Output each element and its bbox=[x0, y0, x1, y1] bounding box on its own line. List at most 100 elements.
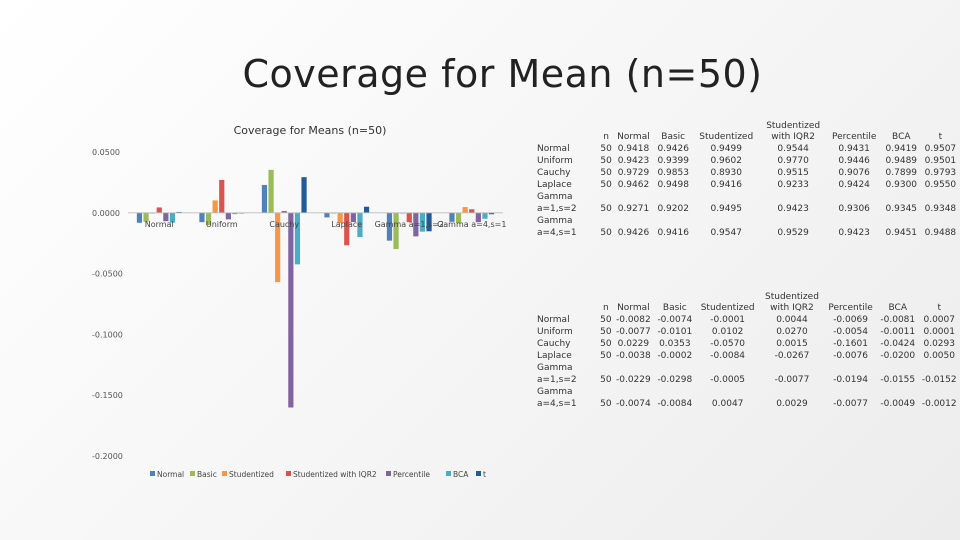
table-cell: 0.9529 bbox=[777, 228, 809, 238]
bar bbox=[176, 211, 182, 213]
table-cell: 0.9426 bbox=[657, 144, 689, 154]
bar bbox=[324, 212, 330, 218]
column-header: Studentized bbox=[699, 132, 754, 142]
table-row: Gamma a=1,s=2 50 -0.0229 -0.0298 -0.0005 -0.00… bbox=[527, 362, 960, 386]
table-cell: -0.0570 bbox=[710, 339, 746, 349]
table-row: Normal 50 -0.0082 -0.0074 -0.0001 0.0044 -0.00… bbox=[527, 314, 960, 326]
legend-swatch bbox=[150, 471, 155, 476]
table-cell: 0.9853 bbox=[657, 168, 689, 178]
y-tick-label: -0.1000 bbox=[92, 330, 123, 339]
table-cell: 0.9507 bbox=[924, 144, 957, 154]
bar bbox=[469, 209, 475, 213]
x-tick-label: Uniform bbox=[206, 220, 238, 229]
table-cell: 0.0029 bbox=[776, 399, 808, 409]
table-row: Gamma a=1,s=2 50 0.9271 0.9202 0.9495 0.9423 0.… bbox=[527, 191, 960, 215]
table-cell: -0.0005 bbox=[710, 375, 746, 385]
table-cell: -0.0054 bbox=[833, 327, 868, 337]
y-tick-label: 0.0000 bbox=[92, 209, 120, 218]
bar bbox=[261, 184, 268, 213]
legend-label: BCA bbox=[453, 470, 469, 479]
table-cell: 0.9495 bbox=[710, 204, 742, 214]
column-header bbox=[527, 121, 599, 143]
table-cell: 0.9547 bbox=[710, 228, 742, 238]
bar bbox=[294, 212, 301, 265]
table-row: Laplace 50 -0.0038 -0.0002 -0.0084 -0.0267 -0.… bbox=[527, 350, 960, 362]
table-cell: -0.0084 bbox=[657, 399, 693, 409]
bar bbox=[386, 212, 393, 241]
row-label: Gamma a=4,s=1 bbox=[537, 216, 577, 238]
legend-swatch bbox=[476, 471, 481, 476]
table-cell: -0.0074 bbox=[657, 315, 693, 325]
table-cell: -0.0069 bbox=[833, 315, 868, 325]
bar bbox=[363, 206, 370, 213]
bar bbox=[169, 212, 176, 223]
table-cell: -0.0298 bbox=[657, 375, 693, 385]
table-cell: -0.0082 bbox=[616, 315, 651, 325]
table-cell: -0.0077 bbox=[833, 399, 868, 409]
column-header: Studentized with IQR2 bbox=[766, 121, 821, 142]
bar bbox=[205, 212, 212, 226]
table-cell: 0.0270 bbox=[776, 327, 808, 337]
bar bbox=[275, 212, 281, 283]
column-header: t bbox=[937, 303, 941, 313]
table-cell: 0.9345 bbox=[885, 204, 918, 214]
legend-label: Normal bbox=[157, 470, 184, 479]
bar bbox=[393, 212, 399, 250]
column-header: Studentized bbox=[700, 303, 755, 313]
table-cell: 50 bbox=[600, 156, 612, 166]
table-cell: 0.9729 bbox=[617, 168, 650, 178]
table-cell: 0.9416 bbox=[657, 228, 689, 238]
bar bbox=[212, 200, 218, 213]
bar bbox=[400, 212, 406, 214]
table-cell: 0.9451 bbox=[885, 228, 918, 238]
bar bbox=[350, 212, 356, 223]
table-cell: 50 bbox=[600, 399, 612, 409]
table-cell: 0.9499 bbox=[710, 144, 742, 154]
table-row: Cauchy 50 0.0229 0.0353 -0.0570 0.0015 -0.1601… bbox=[527, 338, 960, 350]
table-cell: 0.9770 bbox=[777, 156, 809, 166]
table-cell: 0.9426 bbox=[617, 228, 650, 238]
table-cell: -0.0081 bbox=[880, 315, 916, 325]
row-label: Cauchy bbox=[537, 339, 571, 349]
table-cell: 0.0353 bbox=[659, 339, 691, 349]
table-cell: -0.0038 bbox=[616, 351, 651, 361]
table-cell: -0.0077 bbox=[616, 327, 651, 337]
legend-label: Percentile bbox=[393, 470, 430, 479]
bar bbox=[199, 212, 205, 223]
table-cell: -0.0001 bbox=[710, 315, 746, 325]
table-cell: 0.9423 bbox=[617, 156, 650, 166]
table-cell: 0.0001 bbox=[923, 327, 955, 337]
column-header: BCA bbox=[888, 303, 907, 313]
table-row: Uniform 50 0.9423 0.9399 0.9602 0.9770 0.9446 0… bbox=[527, 155, 960, 167]
table-cell: 0.9399 bbox=[657, 156, 689, 166]
chart-title: Coverage for Means (n=50) bbox=[234, 124, 387, 137]
bar bbox=[426, 212, 432, 232]
table-header-row: n Normal Basic Studentized Studentized with I… bbox=[527, 121, 960, 143]
bar bbox=[449, 212, 455, 222]
bar bbox=[413, 212, 419, 237]
table-cell: 0.9488 bbox=[924, 228, 957, 238]
y-tick-label: -0.0500 bbox=[92, 270, 123, 279]
y-tick-label: -0.2000 bbox=[92, 452, 123, 461]
table-cell: 0.9501 bbox=[924, 156, 957, 166]
table-cell: -0.0101 bbox=[657, 327, 693, 337]
table-cell: -0.0074 bbox=[616, 399, 651, 409]
bar bbox=[462, 207, 468, 213]
table-cell: 0.9416 bbox=[710, 180, 742, 190]
bar bbox=[482, 212, 488, 219]
bar bbox=[344, 212, 350, 246]
row-label: Cauchy bbox=[537, 168, 571, 178]
table-row: Normal 50 0.9418 0.9426 0.9499 0.9544 0.9431 0.… bbox=[527, 143, 960, 155]
bar-chart: Coverage for Means (n=50) 0.0500 0.0000 -0… bbox=[92, 124, 506, 479]
coverage-error-table: n Normal Basic Studentized Studentized with I… bbox=[527, 292, 960, 410]
table-cell: 0.0102 bbox=[711, 327, 744, 337]
row-label: Gamma a=1,s=2 bbox=[537, 363, 577, 385]
bar bbox=[268, 169, 274, 213]
table-cell: 50 bbox=[600, 168, 612, 178]
column-header: Basic bbox=[661, 132, 686, 142]
table-cell: 0.9498 bbox=[657, 180, 689, 190]
row-label: Gamma a=1,s=2 bbox=[537, 192, 577, 214]
table-cell: -0.0011 bbox=[880, 327, 916, 337]
table-cell: 50 bbox=[600, 204, 612, 214]
table-cell: -0.0424 bbox=[880, 339, 916, 349]
